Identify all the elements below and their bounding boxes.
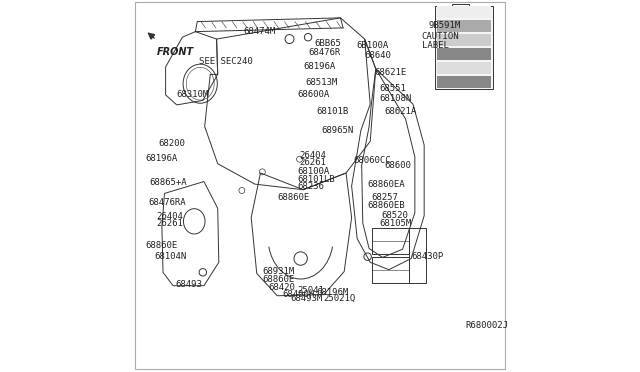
Text: 68200: 68200 (158, 139, 185, 148)
Text: 68493: 68493 (175, 280, 202, 289)
Text: 68865+A: 68865+A (149, 178, 186, 187)
Text: 68101LB: 68101LB (298, 175, 335, 184)
Text: 68236: 68236 (298, 182, 324, 191)
Text: 68310M: 68310M (177, 90, 209, 99)
Text: 26404: 26404 (300, 151, 326, 160)
Text: 68420: 68420 (268, 283, 295, 292)
Text: 68101B: 68101B (316, 107, 349, 116)
Bar (437, 20, 491, 32)
Text: 68430P: 68430P (411, 252, 444, 261)
Text: 68104N: 68104N (154, 252, 187, 261)
Text: 68600: 68600 (384, 161, 411, 170)
Text: 68196A: 68196A (303, 62, 335, 71)
Text: 68474M: 68474M (244, 27, 276, 36)
Text: 68600A: 68600A (297, 90, 329, 99)
Bar (435, 6, 493, 89)
Bar (437, 34, 491, 46)
Text: 9B591M: 9B591M (429, 21, 461, 30)
Text: 68476R: 68476R (309, 48, 341, 57)
Bar (437, 62, 491, 74)
Text: 68060CC: 68060CC (353, 156, 391, 165)
Text: 68100A: 68100A (298, 167, 330, 176)
Text: 6B100A: 6B100A (356, 41, 388, 50)
Text: 68551: 68551 (380, 84, 406, 93)
Text: 68860E: 68860E (145, 241, 177, 250)
Text: 68490H: 68490H (283, 290, 315, 299)
Text: 68860E: 68860E (262, 275, 294, 283)
Bar (437, 76, 491, 88)
Text: 6BB65: 6BB65 (314, 39, 341, 48)
Bar (452, 4, 468, 22)
Text: 68476RA: 68476RA (148, 198, 186, 207)
Text: LABEL: LABEL (422, 41, 449, 50)
Text: 26261: 26261 (156, 219, 183, 228)
Text: 68196M: 68196M (316, 288, 349, 296)
Text: 68931M: 68931M (262, 267, 294, 276)
Text: 68257: 68257 (371, 193, 398, 202)
Bar (437, 48, 491, 60)
Text: 68105M: 68105M (380, 219, 412, 228)
Text: 25021Q: 25021Q (324, 294, 356, 303)
Text: 26404: 26404 (156, 212, 183, 221)
Bar (372, 228, 408, 254)
Bar (372, 257, 408, 283)
Text: 68860EA: 68860EA (367, 180, 405, 189)
Text: 68965N: 68965N (322, 126, 354, 135)
Text: 68621A: 68621A (384, 107, 416, 116)
Text: 25041: 25041 (298, 286, 324, 295)
Text: 68108N: 68108N (380, 94, 412, 103)
Text: 68196A: 68196A (145, 154, 177, 163)
Text: FRONT: FRONT (157, 46, 194, 57)
Bar (408, 228, 426, 283)
Text: 68513M: 68513M (305, 78, 337, 87)
Text: 26261: 26261 (300, 158, 326, 167)
Text: SEE SEC240: SEE SEC240 (199, 57, 253, 66)
Text: 68860EB: 68860EB (367, 201, 405, 210)
Bar (437, 6, 491, 18)
Text: 68621E: 68621E (374, 68, 406, 77)
Text: R680002J: R680002J (465, 321, 508, 330)
Text: 68640: 68640 (365, 51, 392, 60)
Text: 68520: 68520 (381, 211, 408, 219)
Text: 68493M: 68493M (291, 294, 323, 303)
Text: 68860E: 68860E (277, 193, 310, 202)
Text: CAUTION: CAUTION (422, 32, 459, 41)
